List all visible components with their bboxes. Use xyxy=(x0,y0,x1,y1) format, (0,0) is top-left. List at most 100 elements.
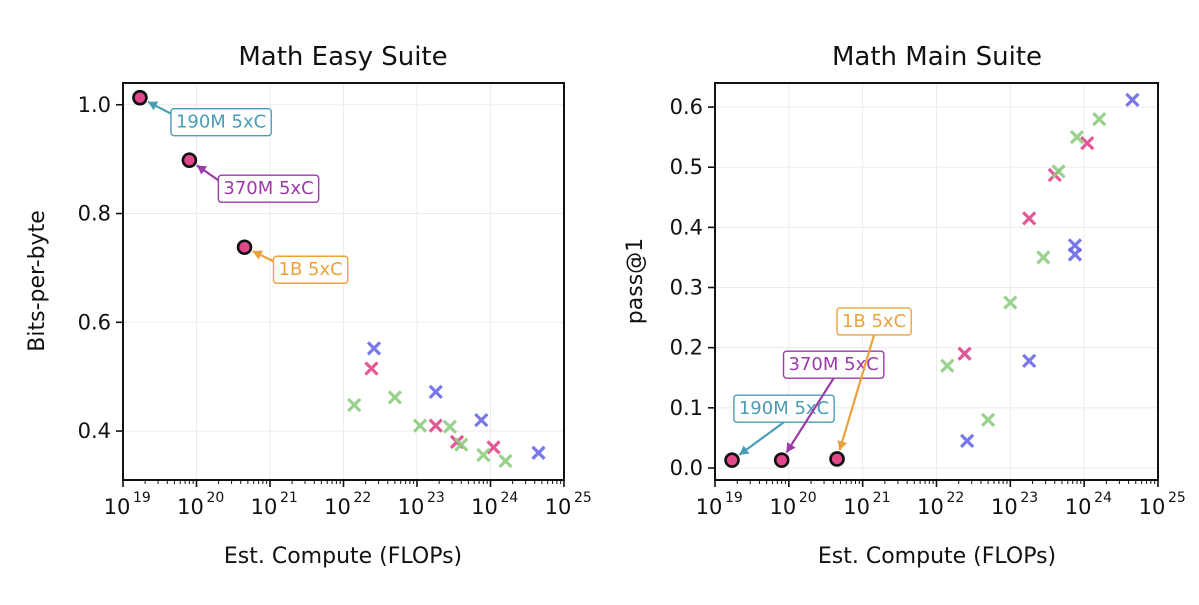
annotation-arrowhead xyxy=(196,165,208,175)
x-tick-exponent: 24 xyxy=(501,490,519,506)
x-marker-point xyxy=(387,390,403,405)
x-tick-label: 10 xyxy=(177,495,204,519)
annotation: 370M 5xC xyxy=(196,164,320,203)
y-tick-label: 0.4 xyxy=(78,419,111,443)
chart-panel-math-main: Math Main Suite 10 19 10 20 10 21 10 22 10 23 10 24… xyxy=(623,42,1186,569)
y-tick-label: 0.6 xyxy=(670,95,703,119)
x-tick-exponent: 23 xyxy=(427,490,445,506)
circle-marker-point xyxy=(829,451,845,467)
axis-ticks: 10 19 10 20 10 21 10 22 10 23 10 24 10 250.40.60.81.0 xyxy=(78,93,592,519)
axis-ticks: 10 19 10 20 10 21 10 22 10 23 10 24 10 250.00.10.20.3… xyxy=(670,95,1186,519)
x-marker-point xyxy=(960,433,975,449)
chart-panel-math-easy: Math Easy Suite 10 19 10 20 10 21 10 22 10 23 10 24… xyxy=(25,42,592,569)
circle-marker-point xyxy=(132,89,148,106)
x-marker-point xyxy=(412,418,428,433)
x-axis-label: Est. Compute (FLOPs) xyxy=(224,544,462,569)
x-tick-label: 10 xyxy=(1065,495,1092,519)
y-tick-label: 1.0 xyxy=(78,93,111,117)
y-axis-label: Bits-per-byte xyxy=(25,210,50,351)
annotation: 370M 5xC xyxy=(782,350,885,454)
x-tick-label: 10 xyxy=(991,495,1018,519)
x-tick-exponent: 24 xyxy=(1094,490,1112,506)
x-marker-point xyxy=(1080,136,1095,151)
x-marker-point xyxy=(1022,211,1037,226)
x-marker-point xyxy=(957,346,972,361)
x-tick-exponent: 23 xyxy=(1020,490,1038,506)
x-tick-label: 10 xyxy=(696,495,723,519)
annotation-box xyxy=(272,255,349,284)
annotation-label: 370M 5xC xyxy=(223,178,313,199)
y-tick-label: 0.3 xyxy=(670,276,703,300)
x-marker-point xyxy=(1069,130,1085,145)
x-marker-point xyxy=(364,361,379,376)
x-tick-exponent: 21 xyxy=(873,490,891,506)
y-axis-label: pass@1 xyxy=(623,238,648,324)
y-tick-label: 0.0 xyxy=(670,456,703,480)
annotation-arrowhead xyxy=(739,445,750,455)
y-tick-label: 0.2 xyxy=(670,336,703,360)
x-marker-point xyxy=(442,419,457,434)
x-tick-exponent: 25 xyxy=(1168,490,1186,506)
x-marker-point xyxy=(476,447,491,463)
annotation-label: 1B 5xC xyxy=(842,311,906,332)
x-marker-point xyxy=(366,341,382,356)
x-tick-exponent: 25 xyxy=(574,490,592,506)
x-marker-point xyxy=(940,358,955,373)
data-points xyxy=(132,89,546,469)
x-marker-point xyxy=(531,445,546,460)
annotation-box xyxy=(170,107,272,137)
x-tick-exponent: 20 xyxy=(207,490,225,506)
annotation: 190M 5xC xyxy=(147,100,272,137)
annotation-label: 370M 5xC xyxy=(789,354,879,375)
chart-title: Math Main Suite xyxy=(832,42,1042,72)
x-tick-exponent: 19 xyxy=(133,490,151,506)
y-tick-label: 0.1 xyxy=(670,396,703,420)
x-tick-label: 10 xyxy=(324,495,351,519)
x-tick-label: 10 xyxy=(843,495,870,519)
x-tick-exponent: 19 xyxy=(725,490,743,506)
data-points xyxy=(724,92,1140,468)
annotation-arrowhead xyxy=(786,442,796,453)
annotation-arrow xyxy=(785,377,835,454)
y-tick-label: 0.5 xyxy=(670,155,703,179)
x-marker-point xyxy=(1051,164,1066,179)
annotation-label: 190M 5xC xyxy=(739,398,829,419)
x-marker-point xyxy=(1036,250,1051,265)
y-tick-label: 0.6 xyxy=(78,310,111,334)
annotation-label: 190M 5xC xyxy=(176,112,266,133)
x-tick-label: 10 xyxy=(545,495,572,519)
annotation: 1B 5xC xyxy=(252,250,349,284)
grid-lines xyxy=(123,83,564,480)
annotation-arrowhead xyxy=(147,101,159,111)
x-tick-exponent: 22 xyxy=(354,490,372,506)
annotation: 1B 5xC xyxy=(836,307,912,451)
circle-marker-point xyxy=(181,152,198,169)
x-tick-exponent: 22 xyxy=(947,490,965,506)
x-tick-label: 10 xyxy=(251,495,278,519)
x-marker-point xyxy=(347,397,362,413)
circle-marker-point xyxy=(773,452,790,468)
x-marker-point xyxy=(1125,92,1140,107)
annotation-box xyxy=(217,174,320,203)
x-tick-label: 10 xyxy=(769,495,796,519)
x-tick-label: 10 xyxy=(1139,495,1166,519)
x-axis-label: Est. Compute (FLOPs) xyxy=(818,544,1056,569)
x-marker-point xyxy=(498,453,513,469)
x-tick-exponent: 20 xyxy=(799,490,817,506)
annotation-arrowhead xyxy=(837,440,848,451)
annotation-arrow xyxy=(738,421,785,456)
y-tick-label: 0.8 xyxy=(78,202,111,226)
annotations: 190M 5xC 370M 5xC 1B 5xC xyxy=(733,307,912,456)
x-marker-point xyxy=(1022,353,1037,369)
annotation-label: 1B 5xC xyxy=(279,259,343,280)
circle-marker-point xyxy=(724,452,740,468)
x-tick-label: 10 xyxy=(104,495,131,519)
annotation-arrow xyxy=(838,334,876,451)
x-marker-point xyxy=(428,384,443,400)
x-marker-point xyxy=(1092,111,1107,127)
circle-marker-point xyxy=(236,239,253,256)
x-marker-point xyxy=(980,412,996,427)
x-tick-label: 10 xyxy=(471,495,498,519)
x-marker-point xyxy=(474,413,489,428)
